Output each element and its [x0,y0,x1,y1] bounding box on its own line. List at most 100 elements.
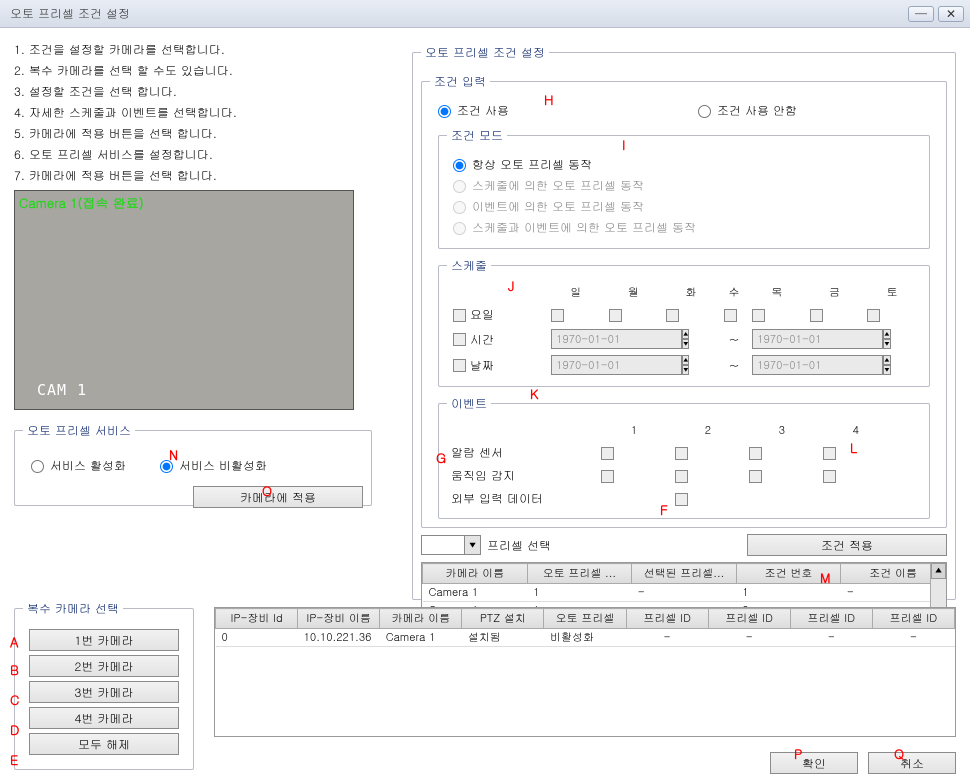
camera-watermark: CAM 1 [37,381,87,399]
mode-schedule-radio[interactable] [453,180,466,193]
close-button[interactable]: ✕ [938,6,964,22]
chk-wed[interactable] [724,309,737,322]
time-enable-checkbox[interactable] [453,333,466,346]
camera-3-button[interactable]: 3번 카메라 [29,681,179,703]
condition-input-fieldset: 조건 입력 조건 사용 조건 사용 안함 조건 모드 항상 오토 프리셀 동작 … [421,73,947,528]
video-preview: Camera 1(접속 완료) CAM 1 [14,190,354,410]
motion-3-checkbox[interactable] [749,470,762,483]
camera-status-label: Camera 1(접속 완료) [19,193,144,212]
service-enable-label[interactable]: 서비스 활성화 [31,457,126,474]
ext-checkbox[interactable] [675,493,688,506]
mode-schedule-label[interactable]: 스케줄에 의한 오토 프리셀 동작 [453,177,644,194]
day-enable-checkbox[interactable] [453,309,466,322]
col-ip-id[interactable]: IP-장비 Id [216,609,298,629]
condition-use-radio[interactable] [438,105,451,118]
motion-label: 움직임 감지 [447,464,597,487]
chk-mon[interactable] [609,309,622,322]
date-to-input[interactable]: ▲▼ [752,355,872,375]
mode-event-radio[interactable] [453,201,466,214]
preset-combo[interactable]: ▼ [421,535,481,555]
spin-up-icon[interactable]: ▲ [883,329,890,339]
clear-all-button[interactable]: 모두 해제 [29,733,179,755]
col-pid3[interactable]: 프리셀 ID [790,609,872,629]
col-ptz[interactable]: PTZ 설치 [462,609,544,629]
camera-2-button[interactable]: 2번 카메라 [29,655,179,677]
col-auto[interactable]: 오토 프리셀 [544,609,626,629]
condition-input-legend: 조건 입력 [430,73,490,90]
col-pid1[interactable]: 프리셀 ID [626,609,708,629]
table-row[interactable]: 010.10.221.36Camera 1 설치됨비활성화- --- [216,629,955,647]
scroll-up-icon[interactable]: ▲ [931,563,946,579]
time-to-input[interactable]: ▲▼ [752,329,872,349]
motion-2-checkbox[interactable] [675,470,688,483]
service-disable-radio[interactable] [160,460,173,473]
ext-label: 외부 입력 데이터 [447,487,597,510]
col-cam-name[interactable]: 카메라 이름 [380,609,462,629]
mode-event-label[interactable]: 이벤트에 의한 오토 프리셀 동작 [453,198,644,215]
col-auto-preset[interactable]: 오토 프리셀 ... [527,564,632,584]
condition-mode-legend: 조건 모드 [447,127,507,144]
chk-tue[interactable] [666,309,679,322]
spin-up-icon[interactable]: ▲ [682,329,689,339]
time-from-input[interactable]: ▲▼ [551,329,671,349]
schedule-fieldset: 스케줄 일 월 화 수 목 금 토 요일 [438,257,930,387]
mode-always-label[interactable]: 항상 오토 프리셀 동작 [453,156,592,173]
mode-both-label[interactable]: 스케줄과 이벤트에 의한 오토 프리셀 동작 [453,219,696,236]
service-apply-button[interactable]: 카메라에 적용 [193,486,363,508]
day-sun: 일 [547,282,605,303]
col-cond-no[interactable]: 조건 번호 [736,564,841,584]
device-grid-wrap: IP-장비 Id IP-장비 이름 카메라 이름 PTZ 설치 오토 프리셀 프… [214,607,956,737]
camera-4-button[interactable]: 4번 카메라 [29,707,179,729]
mode-always-radio[interactable] [453,159,466,172]
service-disable-label[interactable]: 서비스 비활성화 [160,457,267,474]
minimize-button[interactable]: — [908,6,934,22]
preset-label: 프리셀 선택 [487,537,551,554]
col-pid4[interactable]: 프리셀 ID [872,609,954,629]
col-ip-name[interactable]: IP-장비 이름 [298,609,380,629]
mode-both-radio[interactable] [453,222,466,235]
date-from-input[interactable]: ▲▼ [551,355,671,375]
condition-use-label[interactable]: 조건 사용 [438,102,509,119]
alarm-1-checkbox[interactable] [601,447,614,460]
day-mon: 월 [605,282,663,303]
spin-down-icon[interactable]: ▼ [682,339,689,349]
spin-up-icon[interactable]: ▲ [883,355,890,365]
ok-button[interactable]: 확인 [770,752,858,774]
instruction-line: 3. 설정할 조건을 선택 합니다. [14,82,384,102]
spin-up-icon[interactable]: ▲ [682,355,689,365]
day-sat: 토 [863,282,921,303]
instruction-line: 7. 카메라에 적용 버튼을 선택 합니다. [14,166,384,186]
device-grid[interactable]: IP-장비 Id IP-장비 이름 카메라 이름 PTZ 설치 오토 프리셀 프… [214,607,956,737]
window-title: 오토 프리셀 조건 설정 [6,5,130,22]
schedule-legend: 스케줄 [447,257,491,274]
titlebar: 오토 프리셀 조건 설정 — ✕ [0,0,970,28]
event-fieldset: 이벤트 1 2 3 4 알람 센서 움직임 감지 [438,395,930,519]
date-enable-checkbox[interactable] [453,359,466,372]
alarm-2-checkbox[interactable] [675,447,688,460]
condition-nouse-radio[interactable] [698,105,711,118]
day-fri: 금 [806,282,864,303]
chk-sun[interactable] [551,309,564,322]
motion-4-checkbox[interactable] [823,470,836,483]
spin-down-icon[interactable]: ▼ [883,365,890,375]
alarm-4-checkbox[interactable] [823,447,836,460]
table-row[interactable]: Camera 11-1- [423,584,946,602]
alarm-3-checkbox[interactable] [749,447,762,460]
camera-1-button[interactable]: 1번 카메라 [29,629,179,651]
instruction-line: 4. 자세한 스케줄과 이벤트를 선택합니다. [14,103,384,123]
condition-apply-button[interactable]: 조건 적용 [747,534,947,556]
cancel-button[interactable]: 취소 [868,752,956,774]
service-enable-radio[interactable] [31,460,44,473]
col-selected-preset[interactable]: 선택된 프리셀... [632,564,737,584]
spin-down-icon[interactable]: ▼ [883,339,890,349]
chevron-down-icon: ▼ [464,536,480,554]
col-camera-name[interactable]: 카메라 이름 [423,564,528,584]
condition-mode-fieldset: 조건 모드 항상 오토 프리셀 동작 스케줄에 의한 오토 프리셀 동작 이벤트… [438,127,930,249]
spin-down-icon[interactable]: ▼ [682,365,689,375]
chk-thu[interactable] [752,309,765,322]
chk-sat[interactable] [867,309,880,322]
chk-fri[interactable] [810,309,823,322]
col-pid2[interactable]: 프리셀 ID [708,609,790,629]
condition-nouse-label[interactable]: 조건 사용 안함 [698,102,797,119]
motion-1-checkbox[interactable] [601,470,614,483]
